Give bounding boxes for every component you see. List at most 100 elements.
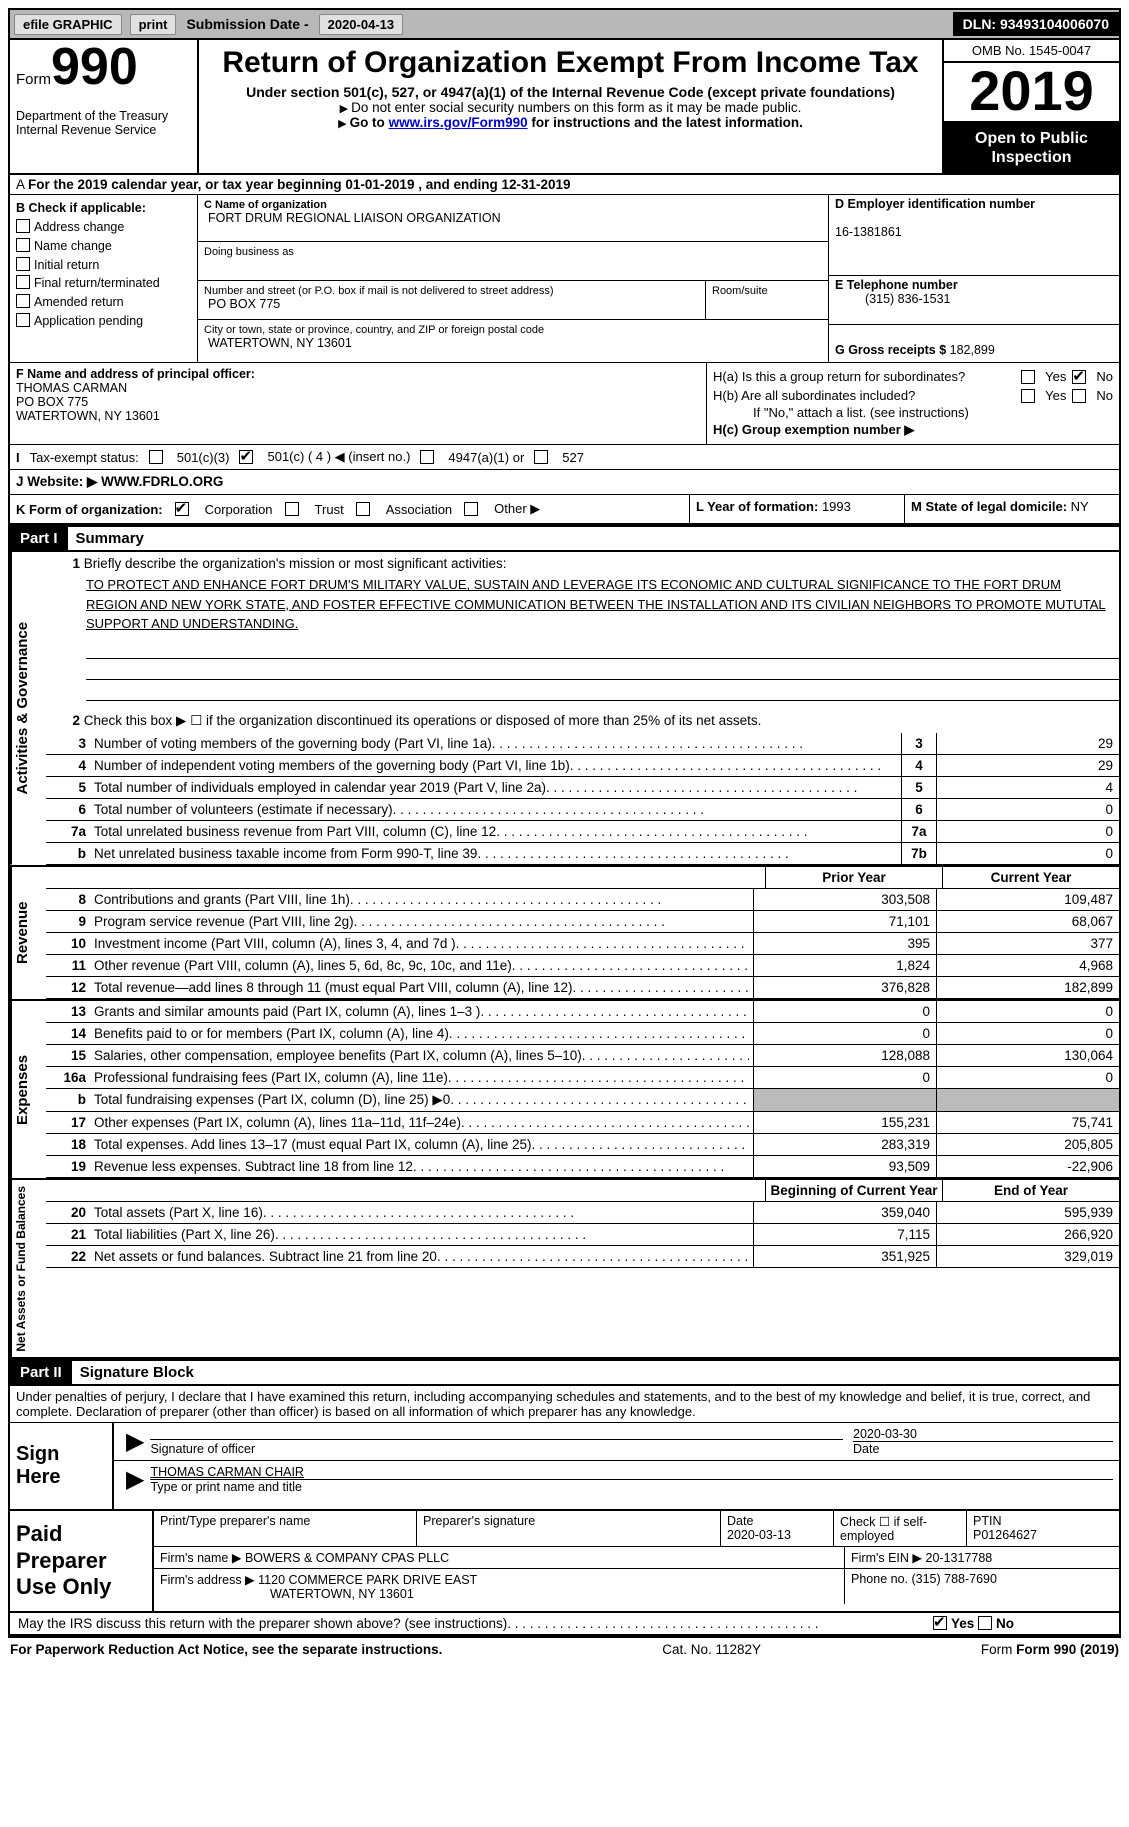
tax-year: 2019 (944, 63, 1119, 123)
vtab-governance: Activities & Governance (10, 552, 46, 865)
k-corp[interactable] (175, 502, 189, 516)
table-row: 22Net assets or fund balances. Subtract … (46, 1246, 1119, 1268)
vtab-expenses: Expenses (10, 1001, 46, 1178)
check-initial[interactable] (16, 257, 30, 271)
ptin: P01264627 (973, 1528, 1037, 1542)
table-row: 21Total liabilities (Part X, line 26)7,1… (46, 1224, 1119, 1246)
ha-yes[interactable] (1021, 370, 1035, 384)
check-addr[interactable] (16, 219, 30, 233)
k-other[interactable] (464, 502, 478, 516)
dept-irs: Internal Revenue Service (16, 123, 191, 137)
section-klm: K Form of organization: Corporation Trus… (10, 495, 1119, 525)
table-row: 6Total number of volunteers (estimate if… (46, 799, 1119, 821)
sec-b-title: B Check if applicable: (16, 201, 146, 215)
hb-yes[interactable] (1021, 389, 1035, 403)
check-application[interactable] (16, 313, 30, 327)
part-2-header: Part IISignature Block (10, 1359, 1119, 1386)
phone-label: E Telephone number (835, 278, 958, 292)
page-footer: For Paperwork Reduction Act Notice, see … (8, 1636, 1121, 1661)
check-final[interactable] (16, 275, 30, 289)
street: PO BOX 775 (204, 297, 280, 311)
col-current: Current Year (942, 867, 1119, 888)
firm-phone: (315) 788-7690 (911, 1572, 996, 1586)
form-ref: Form 990 (2019) (1016, 1642, 1119, 1657)
table-row: 9Program service revenue (Part VIII, lin… (46, 911, 1119, 933)
officer-name: THOMAS CARMAN (16, 381, 127, 395)
sign-here: Sign Here ▶ Signature of officer 2020-03… (10, 1423, 1119, 1510)
hc-label: H(c) Group exemption number ▶ (713, 422, 914, 438)
goto-suffix: for instructions and the latest informat… (528, 115, 803, 130)
open-to-public: Open to Public Inspection (944, 123, 1119, 173)
firm-addr: 1120 COMMERCE PARK DRIVE EAST (258, 1573, 477, 1587)
table-row: 3Number of voting members of the governi… (46, 733, 1119, 755)
dba (204, 258, 208, 272)
discuss-line: May the IRS discuss this return with the… (10, 1611, 1119, 1634)
print-button[interactable]: print (130, 14, 177, 35)
form-title: Return of Organization Exempt From Incom… (205, 46, 936, 80)
table-row: 18Total expenses. Add lines 13–17 (must … (46, 1134, 1119, 1156)
website: WWW.FDRLO.ORG (101, 474, 223, 489)
discuss-no[interactable] (978, 1616, 992, 1630)
col-end: End of Year (942, 1180, 1119, 1201)
sign-date: 2020-03-30 (853, 1427, 1113, 1442)
hb-no[interactable] (1072, 389, 1086, 403)
table-row: 14Benefits paid to or for members (Part … (46, 1023, 1119, 1045)
efile-button[interactable]: efile GRAPHIC (14, 14, 122, 35)
section-c: C Name of organizationFORT DRUM REGIONAL… (198, 195, 828, 362)
section-i: ITax-exempt status: 501(c)(3) 501(c) ( 4… (10, 445, 1119, 470)
status-501c[interactable] (239, 450, 253, 464)
header-right: OMB No. 1545-0047 2019 Open to Public In… (942, 40, 1119, 173)
irs-link[interactable]: www.irs.gov/Form990 (389, 115, 528, 130)
domicile: NY (1071, 499, 1089, 514)
gross-value: 182,899 (950, 343, 995, 357)
officer-signed: THOMAS CARMAN CHAIR (150, 1465, 1113, 1480)
subtitle-2: Do not enter social security numbers on … (205, 100, 936, 115)
table-row: 16aProfessional fundraising fees (Part I… (46, 1067, 1119, 1089)
sig-arrow-icon: ▶ (120, 1427, 150, 1456)
status-4947[interactable] (420, 450, 434, 464)
dept-treasury: Department of the Treasury (16, 109, 191, 123)
table-row: 13Grants and similar amounts paid (Part … (46, 1001, 1119, 1023)
officer-city: WATERTOWN, NY 13601 (16, 409, 160, 423)
form-990: Form990 Department of the Treasury Inter… (8, 40, 1121, 1636)
top-toolbar: efile GRAPHIC print Submission Date - 20… (8, 8, 1121, 40)
section-de: D Employer identification number16-13818… (828, 195, 1119, 362)
year-formed: 1993 (822, 499, 851, 514)
table-row: 20Total assets (Part X, line 16)359,0405… (46, 1202, 1119, 1224)
table-row: 4Number of independent voting members of… (46, 755, 1119, 777)
section-j: J Website: ▶ WWW.FDRLO.ORG (10, 470, 1119, 495)
ein-value: 16-1381861 (835, 225, 902, 239)
discuss-yes[interactable] (933, 1616, 947, 1630)
form-number: 990 (51, 38, 138, 96)
dln-value: DLN: 93493104006070 (953, 12, 1119, 36)
prep-date: 2020-03-13 (727, 1528, 791, 1542)
k-trust[interactable] (285, 502, 299, 516)
section-f: F Name and address of principal officer:… (10, 363, 707, 444)
sig-arrow-icon-2: ▶ (120, 1465, 150, 1494)
section-h: H(a) Is this a group return for subordin… (707, 363, 1119, 444)
city: WATERTOWN, NY 13601 (204, 336, 352, 350)
cat-no: Cat. No. 11282Y (662, 1642, 761, 1657)
ha-no[interactable] (1072, 370, 1086, 384)
check-amended[interactable] (16, 294, 30, 308)
status-527[interactable] (534, 450, 548, 464)
vtab-revenue: Revenue (10, 867, 46, 999)
goto-prefix: Go to (350, 115, 389, 130)
table-row: 19Revenue less expenses. Subtract line 1… (46, 1156, 1119, 1178)
firm-name: BOWERS & COMPANY CPAS PLLC (245, 1551, 449, 1565)
gross-label: G Gross receipts $ (835, 343, 946, 357)
table-row: 10Investment income (Part VIII, column (… (46, 933, 1119, 955)
col-prior: Prior Year (765, 867, 942, 888)
header-left: Form990 Department of the Treasury Inter… (10, 40, 199, 173)
tax-period: A For the 2019 calendar year, or tax yea… (10, 175, 1119, 195)
table-row: bTotal fundraising expenses (Part IX, co… (46, 1089, 1119, 1112)
k-assoc[interactable] (356, 502, 370, 516)
submission-date: 2020-04-13 (319, 14, 404, 35)
check-name[interactable] (16, 238, 30, 252)
officer-addr: PO BOX 775 (16, 395, 88, 409)
table-row: 7aTotal unrelated business revenue from … (46, 821, 1119, 843)
header-mid: Return of Organization Exempt From Incom… (199, 40, 942, 173)
table-row: 17Other expenses (Part IX, column (A), l… (46, 1112, 1119, 1134)
status-501c3[interactable] (149, 450, 163, 464)
paid-preparer: Paid Preparer Use Only Print/Type prepar… (10, 1510, 1119, 1610)
